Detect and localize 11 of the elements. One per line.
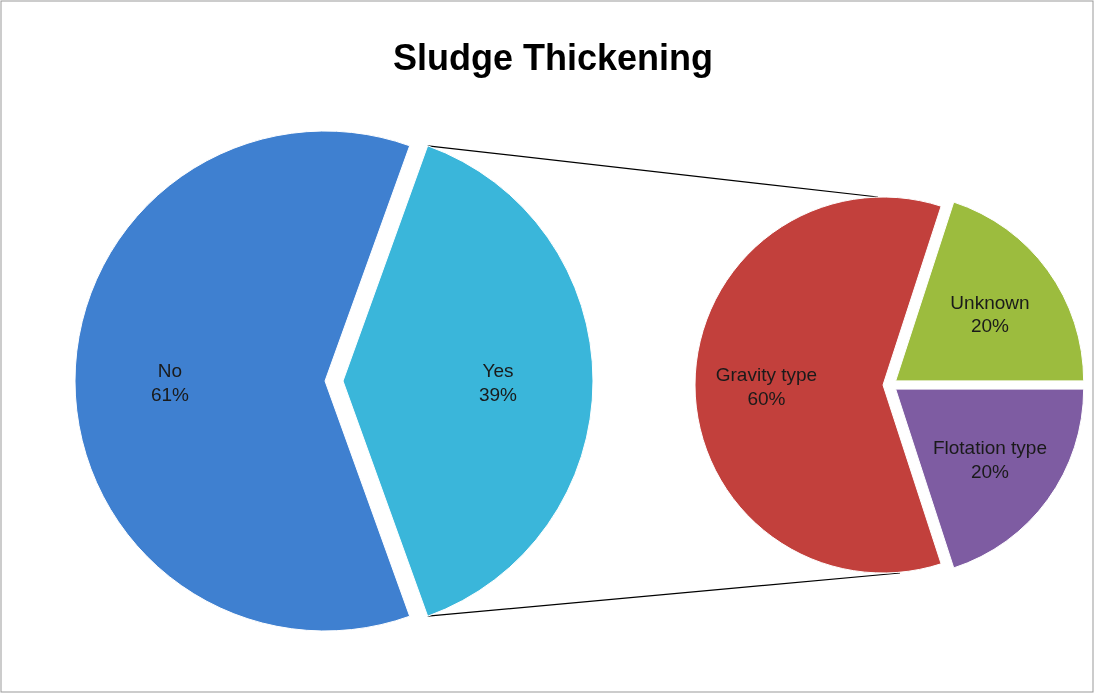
slice-label: Gravity type [715, 364, 818, 386]
data-label: 61% [150, 383, 190, 405]
chart-title: Sludge Thickening [392, 37, 714, 78]
slice-label: Yes [482, 360, 514, 382]
slice-label: Unknown [950, 291, 1030, 313]
data-label: 39% [478, 383, 518, 405]
data-label: 20% [970, 460, 1010, 482]
data-label: 20% [970, 315, 1010, 337]
slice-label: No [157, 360, 183, 382]
slice-label: Flotation type [932, 436, 1047, 458]
data-label: 60% [747, 387, 786, 409]
